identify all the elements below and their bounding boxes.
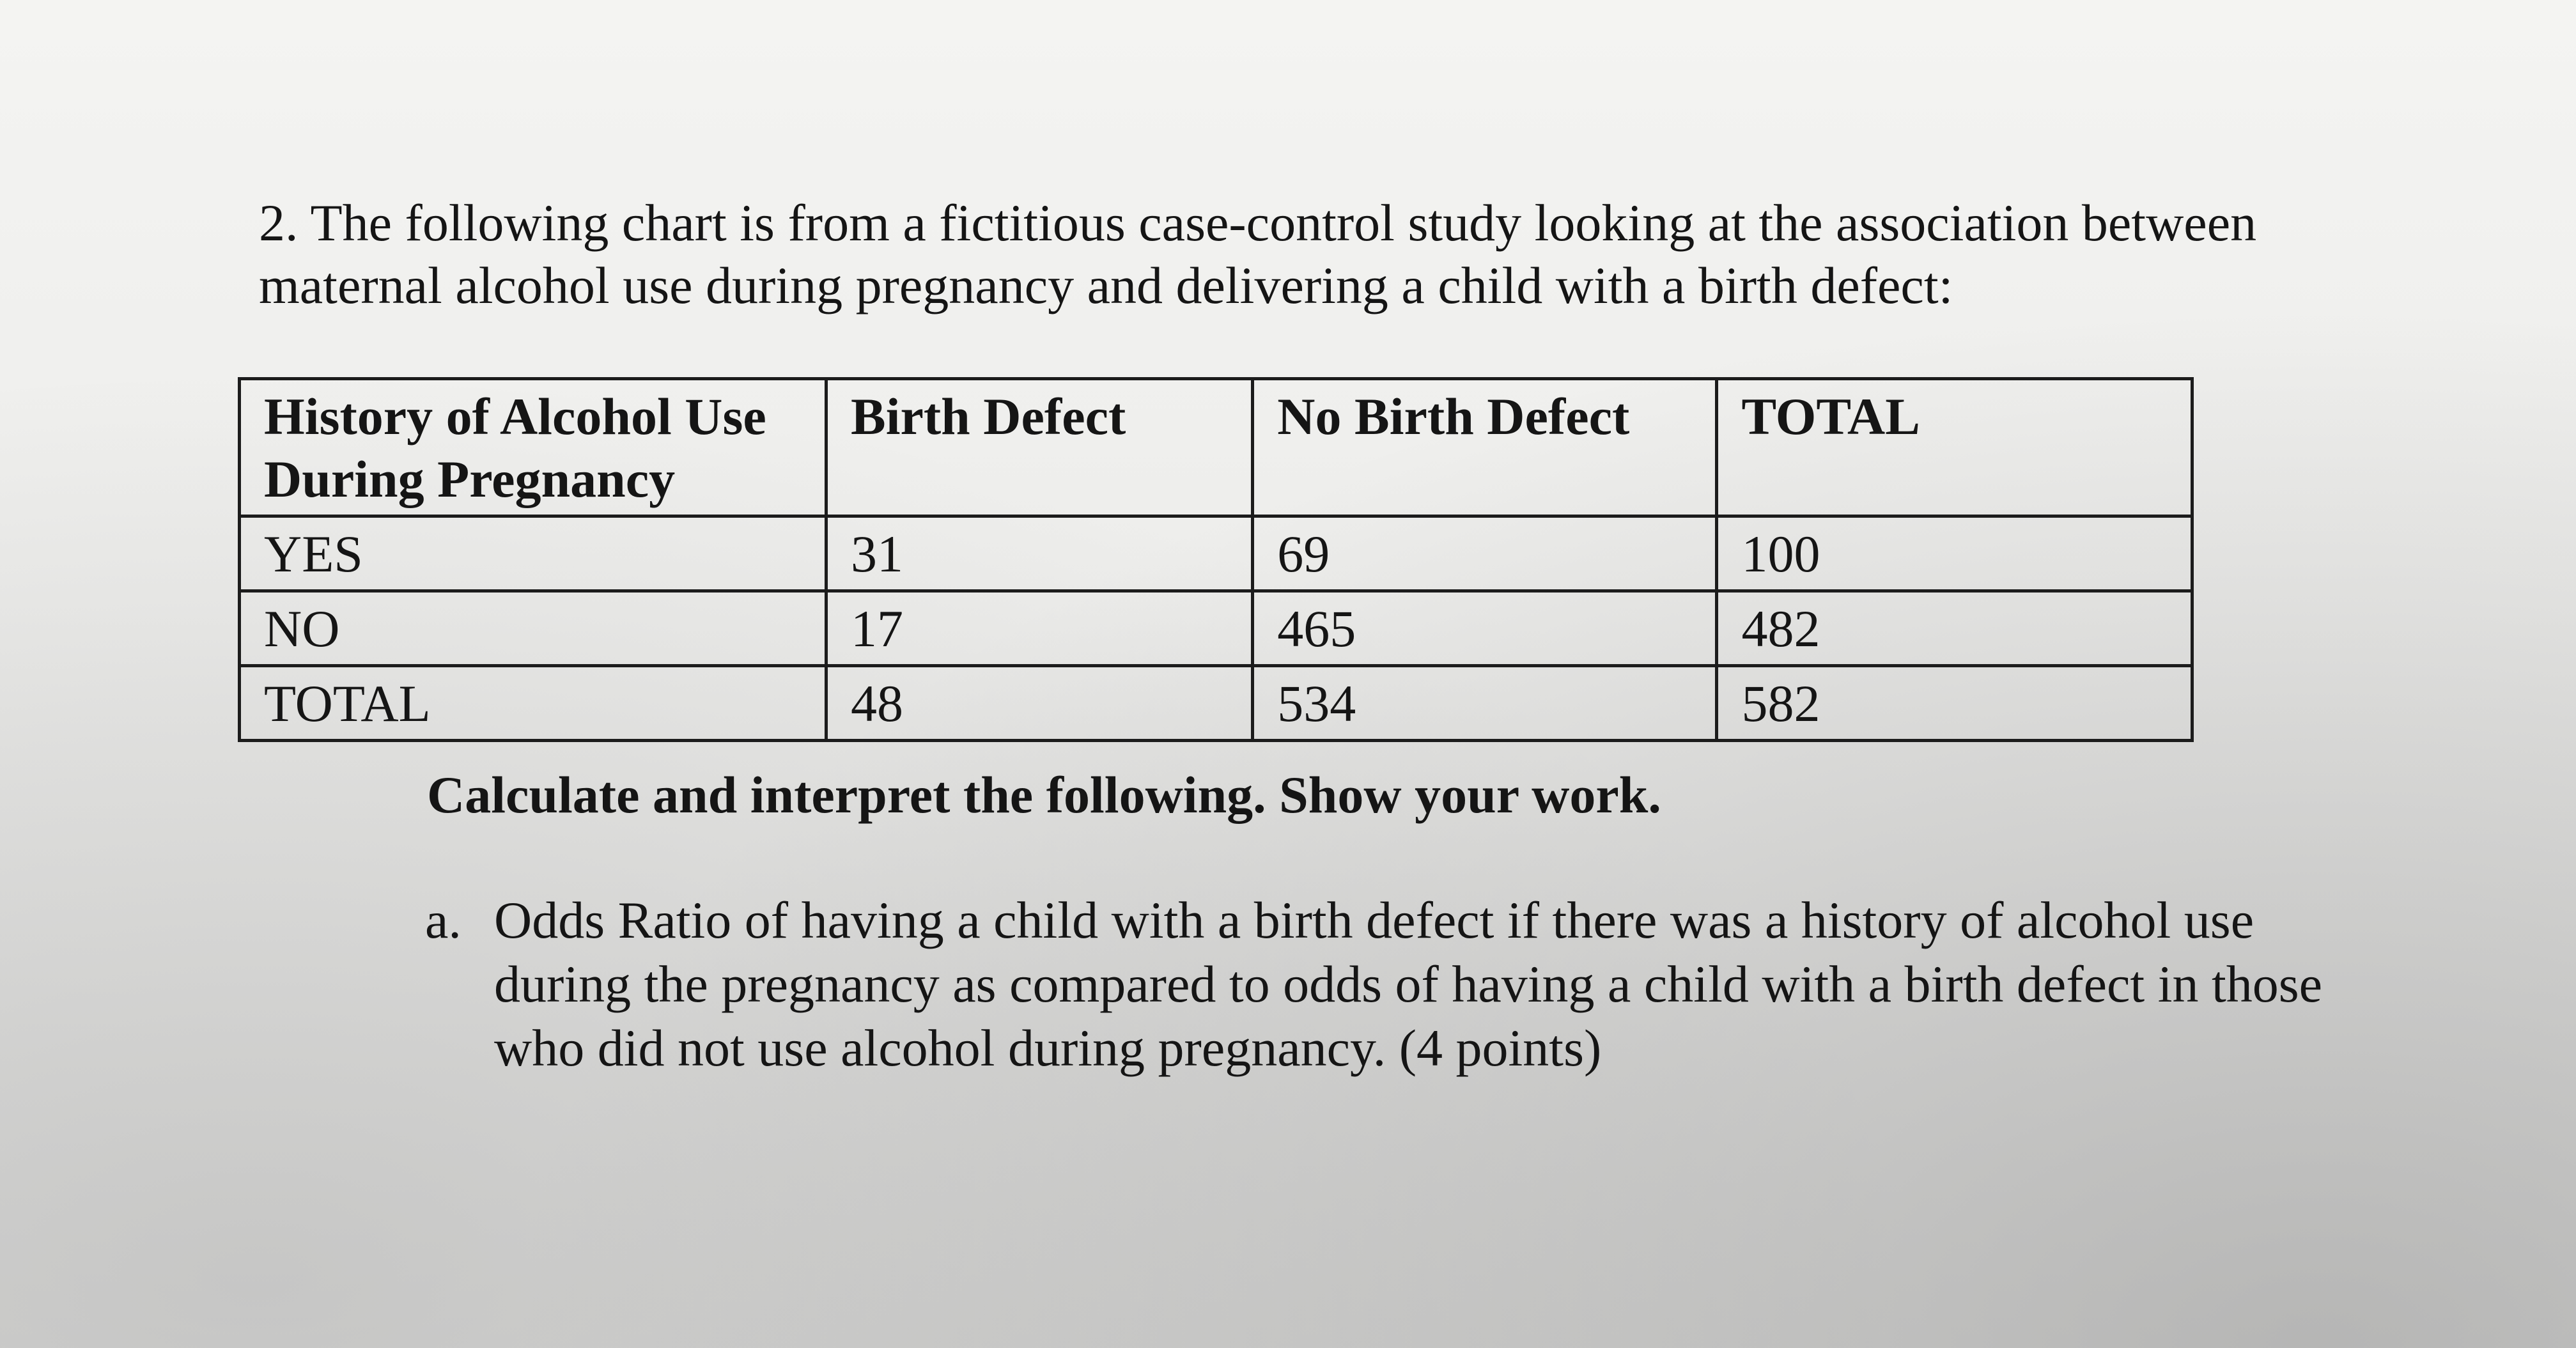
row-label: TOTAL [238,664,828,742]
table-cell: 31 [824,515,1255,593]
question-number: 2. [259,194,299,252]
table-row: NO 17 465 482 [238,589,2194,667]
table-cell: 482 [1715,589,2194,667]
table-cell: 100 [1715,515,2194,593]
row-label: NO [238,589,828,667]
row-label: YES [238,515,828,593]
contingency-table: History of Alcohol Use During Pregnancy … [238,377,2194,742]
instruction-text: Calculate and interpret the following. S… [427,766,1661,824]
question-text: The following chart is from a fictitious… [259,194,2257,314]
subquestion-letter: a. [425,891,462,949]
table-cell: 48 [824,664,1255,742]
table-cell: 534 [1251,664,1719,742]
table-cell: 17 [824,589,1255,667]
header-total: TOTAL [1715,377,2194,518]
header-no-birth-defect: No Birth Defect [1251,377,1719,518]
table-cell: 582 [1715,664,2194,742]
table-cell: 69 [1251,515,1719,593]
table-row: YES 31 69 100 [238,515,2194,593]
table-header-row: History of Alcohol Use During Pregnancy … [238,377,2194,518]
header-birth-defect: Birth Defect [824,377,1255,518]
table-cell: 465 [1251,589,1719,667]
subquestion-text: Odds Ratio of having a child with a birt… [494,891,2323,1077]
header-alcohol-history: History of Alcohol Use During Pregnancy [238,377,828,518]
subquestion-a: a. Odds Ratio of having a child with a b… [425,888,2394,1080]
table-row: TOTAL 48 534 582 [238,664,2194,742]
question-2: 2. The following chart is from a fictiti… [259,192,2419,317]
